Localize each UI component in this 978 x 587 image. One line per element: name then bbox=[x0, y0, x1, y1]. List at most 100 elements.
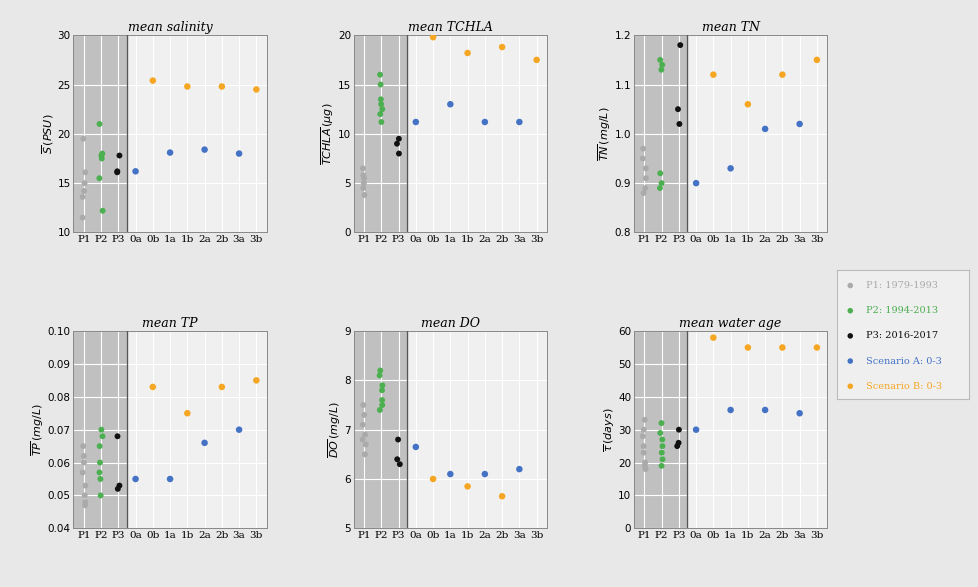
Point bbox=[356, 190, 372, 200]
Point bbox=[74, 468, 90, 477]
Point bbox=[92, 458, 108, 467]
Text: Scenario A: 0-3: Scenario A: 0-3 bbox=[866, 356, 941, 366]
Point bbox=[355, 183, 371, 193]
Y-axis label: $\overline{DO}\,(mg/L)$: $\overline{DO}\,(mg/L)$ bbox=[326, 402, 342, 458]
Point bbox=[92, 468, 108, 477]
Point bbox=[197, 438, 212, 447]
Point bbox=[77, 501, 93, 510]
Point bbox=[637, 183, 652, 193]
Point bbox=[476, 117, 492, 127]
Point bbox=[651, 429, 667, 438]
Point bbox=[791, 409, 807, 418]
Bar bbox=[73, 331, 127, 528]
Point bbox=[357, 430, 373, 439]
Point bbox=[841, 281, 857, 290]
Point bbox=[654, 441, 670, 451]
Point bbox=[95, 431, 111, 441]
Point bbox=[651, 168, 667, 178]
Point bbox=[92, 119, 108, 129]
Bar bbox=[353, 35, 407, 232]
Bar bbox=[353, 331, 407, 528]
Point bbox=[635, 431, 650, 441]
Point bbox=[442, 100, 458, 109]
Point bbox=[528, 534, 544, 543]
Point bbox=[77, 491, 93, 500]
Point bbox=[635, 154, 650, 163]
Point bbox=[635, 188, 650, 198]
Point bbox=[494, 491, 510, 501]
Y-axis label: $\overline{TN}\,(mg/L)$: $\overline{TN}\,(mg/L)$ bbox=[596, 107, 612, 161]
Point bbox=[94, 149, 110, 158]
Bar bbox=[634, 331, 687, 528]
Point bbox=[127, 474, 143, 484]
Point bbox=[670, 104, 686, 114]
Point bbox=[653, 60, 669, 69]
Point bbox=[528, 55, 544, 65]
Point bbox=[688, 425, 703, 434]
Point bbox=[653, 461, 669, 471]
Point bbox=[92, 441, 108, 451]
Point bbox=[424, 474, 440, 484]
Point bbox=[76, 178, 92, 188]
Title: mean TN: mean TN bbox=[701, 21, 759, 34]
Point bbox=[372, 70, 387, 79]
Point bbox=[739, 100, 755, 109]
Point bbox=[389, 454, 405, 464]
Point bbox=[354, 435, 370, 444]
Point bbox=[77, 481, 93, 490]
Point bbox=[372, 109, 387, 119]
Point bbox=[127, 167, 143, 176]
Point bbox=[651, 55, 667, 65]
Point bbox=[93, 491, 109, 500]
Point bbox=[511, 117, 527, 127]
Point bbox=[424, 32, 440, 42]
Text: Scenario B: 0-3: Scenario B: 0-3 bbox=[866, 382, 941, 391]
Point bbox=[651, 183, 667, 193]
Point bbox=[635, 144, 650, 153]
Point bbox=[372, 371, 387, 380]
Point bbox=[669, 441, 685, 451]
Point bbox=[705, 333, 721, 342]
Point bbox=[637, 458, 652, 467]
Point bbox=[110, 168, 125, 177]
Point bbox=[231, 149, 246, 158]
Point bbox=[372, 366, 387, 375]
Point bbox=[95, 206, 111, 215]
Point bbox=[408, 442, 423, 451]
Text: P2: 1994-2013: P2: 1994-2013 bbox=[866, 306, 937, 315]
Point bbox=[654, 454, 670, 464]
Point bbox=[75, 134, 91, 143]
Point bbox=[841, 331, 857, 340]
Point bbox=[808, 55, 823, 65]
Point bbox=[670, 425, 686, 434]
Point bbox=[110, 484, 125, 494]
Point bbox=[408, 117, 423, 127]
Point bbox=[76, 458, 92, 467]
Point bbox=[94, 151, 110, 160]
Point bbox=[76, 186, 92, 195]
Point bbox=[248, 85, 264, 94]
Point bbox=[670, 438, 686, 447]
Text: P3: 2016-2017: P3: 2016-2017 bbox=[866, 332, 937, 340]
Point bbox=[179, 82, 195, 91]
Point bbox=[111, 151, 127, 160]
Point bbox=[162, 474, 178, 484]
Point bbox=[373, 100, 388, 109]
Point bbox=[110, 431, 125, 441]
Point bbox=[179, 409, 195, 418]
Point bbox=[197, 145, 212, 154]
Point bbox=[355, 171, 371, 180]
Point bbox=[636, 425, 651, 434]
Text: P1: 1979-1993: P1: 1979-1993 bbox=[866, 281, 937, 290]
Point bbox=[739, 343, 755, 352]
Point bbox=[653, 448, 669, 457]
Point bbox=[110, 167, 125, 176]
Point bbox=[92, 174, 108, 183]
Point bbox=[162, 148, 178, 157]
Point bbox=[636, 448, 651, 457]
Point bbox=[722, 164, 737, 173]
Point bbox=[94, 425, 110, 434]
Point bbox=[722, 405, 737, 414]
Point bbox=[77, 497, 93, 507]
Point bbox=[637, 461, 652, 471]
